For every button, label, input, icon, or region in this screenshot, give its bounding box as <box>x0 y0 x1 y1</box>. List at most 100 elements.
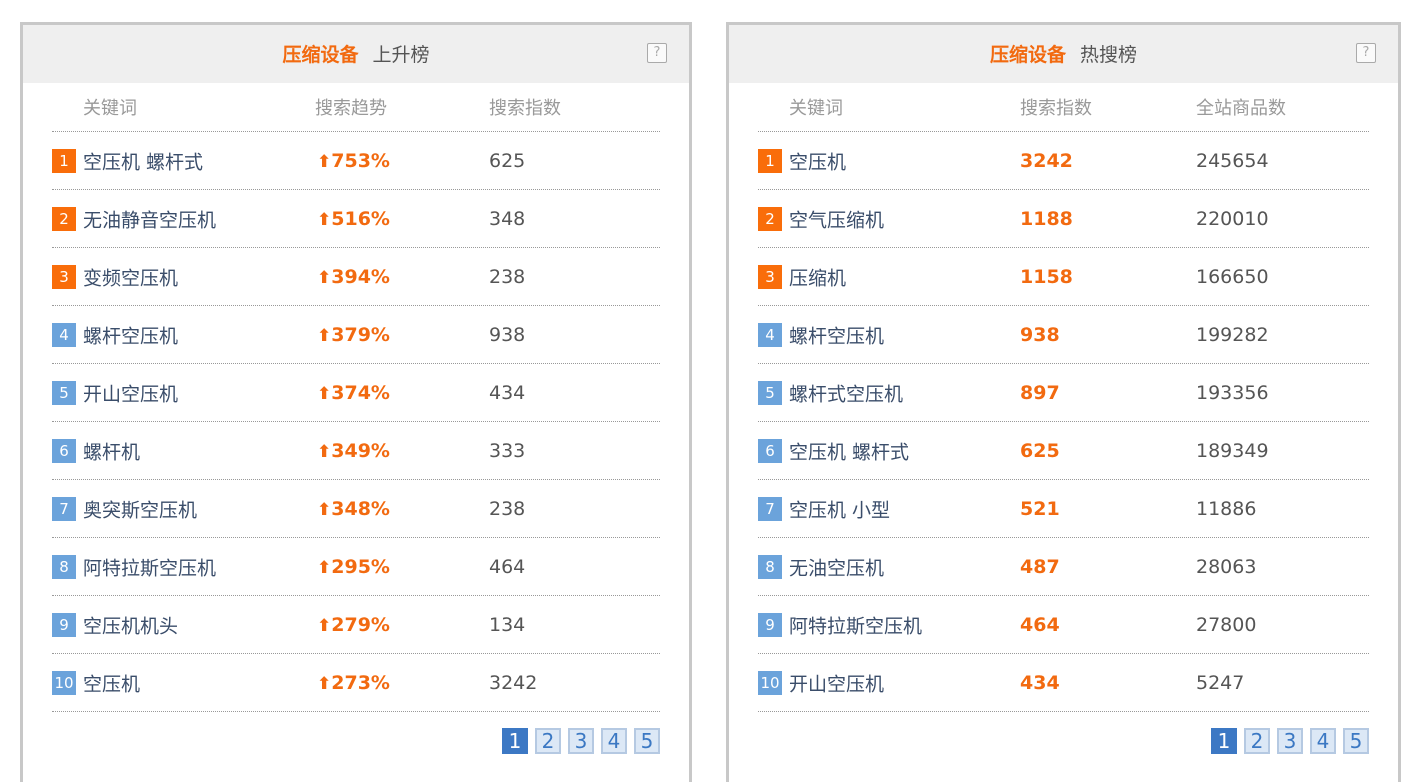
table-row: 6 空压机 螺杆式 625 189349 <box>758 422 1369 480</box>
table-row: 10 开山空压机 434 5247 <box>758 654 1369 712</box>
col-index: 搜索指数 <box>1020 98 1092 119</box>
arrow-up-icon: ⬆ <box>317 673 332 694</box>
table-row: 10 空压机 ⬆273% 3242 <box>52 654 660 712</box>
page-button-5[interactable]: 5 <box>634 728 660 754</box>
keyword-link[interactable]: 空压机 螺杆式 <box>789 441 910 463</box>
trend-value: ⬆753% <box>317 149 390 172</box>
trend-value: ⬆273% <box>317 671 390 694</box>
search-index: 625 <box>1020 439 1060 462</box>
keyword-link[interactable]: 阿特拉斯空压机 <box>83 557 217 579</box>
product-count: 166650 <box>1196 265 1269 288</box>
keyword-link[interactable]: 空压机 小型 <box>789 499 891 521</box>
table-row: 3 压缩机 1158 166650 <box>758 248 1369 306</box>
search-index: 434 <box>489 381 526 404</box>
page-button-4[interactable]: 4 <box>601 728 627 754</box>
product-count: 245654 <box>1196 149 1269 172</box>
product-count: 193356 <box>1196 381 1269 404</box>
keyword-link[interactable]: 开山空压机 <box>789 673 885 695</box>
page-button-2[interactable]: 2 <box>535 728 561 754</box>
rank-badge: 5 <box>758 380 782 405</box>
page-button-3[interactable]: 3 <box>1277 728 1303 754</box>
page-button-4[interactable]: 4 <box>1310 728 1336 754</box>
search-index: 3242 <box>1020 149 1073 172</box>
page-button-1[interactable]: 1 <box>502 728 528 754</box>
search-index: 625 <box>489 149 526 172</box>
product-count: 199282 <box>1196 323 1269 346</box>
keyword-link[interactable]: 空气压缩机 <box>789 209 885 231</box>
table-row: 4 螺杆空压机 938 199282 <box>758 306 1369 364</box>
table-row: 5 开山空压机 ⬆374% 434 <box>52 364 660 422</box>
page-button-2[interactable]: 2 <box>1244 728 1270 754</box>
rank-badge: 5 <box>52 380 76 405</box>
trend-value: ⬆394% <box>317 265 390 288</box>
search-index: 897 <box>1020 381 1060 404</box>
keyword-link[interactable]: 压缩机 <box>789 267 847 289</box>
table-row: 8 阿特拉斯空压机 ⬆295% 464 <box>52 538 660 596</box>
rank-badge: 1 <box>52 148 76 173</box>
keyword-link[interactable]: 螺杆空压机 <box>789 325 885 347</box>
rank-badge: 4 <box>758 322 782 347</box>
table-row: 7 空压机 小型 521 11886 <box>758 480 1369 538</box>
arrow-up-icon: ⬆ <box>317 383 332 404</box>
rank-badge: 3 <box>52 264 76 289</box>
rank-badge: 4 <box>52 322 76 347</box>
arrow-up-icon: ⬆ <box>317 499 332 520</box>
hot-category: 压缩设备 <box>989 44 1066 66</box>
page-button-3[interactable]: 3 <box>568 728 594 754</box>
keyword-link[interactable]: 奥突斯空压机 <box>83 499 198 521</box>
trend-value: ⬆349% <box>317 439 390 462</box>
rank-badge: 9 <box>52 612 76 637</box>
keyword-link[interactable]: 空压机 螺杆式 <box>83 151 204 173</box>
search-index: 938 <box>489 323 526 346</box>
keyword-link[interactable]: 空压机机头 <box>83 615 179 637</box>
table-row: 5 螺杆式空压机 897 193356 <box>758 364 1369 422</box>
trend-value: ⬆516% <box>317 207 390 230</box>
search-index: 348 <box>489 207 526 230</box>
table-row: 1 空压机 螺杆式 ⬆753% 625 <box>52 132 660 190</box>
search-index: 434 <box>1020 671 1060 694</box>
col-count: 全站商品数 <box>1196 98 1286 119</box>
rank-badge: 2 <box>758 206 782 231</box>
help-icon[interactable]: ? <box>1356 43 1376 63</box>
keyword-link[interactable]: 螺杆式空压机 <box>789 383 904 405</box>
table-row: 4 螺杆空压机 ⬆379% 938 <box>52 306 660 364</box>
rank-badge: 6 <box>52 438 76 463</box>
keyword-link[interactable]: 变频空压机 <box>83 267 179 289</box>
search-index: 3242 <box>489 671 538 694</box>
trend-value: ⬆279% <box>317 613 390 636</box>
rank-badge: 10 <box>758 670 782 695</box>
table-row: 9 阿特拉斯空压机 464 27800 <box>758 596 1369 654</box>
keyword-link[interactable]: 螺杆机 <box>83 441 141 463</box>
rank-badge: 9 <box>758 612 782 637</box>
trend-value: ⬆295% <box>317 555 390 578</box>
search-index: 238 <box>489 265 526 288</box>
keyword-link[interactable]: 空压机 <box>789 151 847 173</box>
table-row: 6 螺杆机 ⬆349% 333 <box>52 422 660 480</box>
rank-badge: 2 <box>52 206 76 231</box>
keyword-link[interactable]: 螺杆空压机 <box>83 325 179 347</box>
rising-columns: 关键词 搜索趋势 搜索指数 <box>52 83 660 132</box>
arrow-up-icon: ⬆ <box>317 615 332 636</box>
search-index: 464 <box>1020 613 1060 636</box>
search-index: 238 <box>489 497 526 520</box>
rank-badge: 6 <box>758 438 782 463</box>
keyword-link[interactable]: 开山空压机 <box>83 383 179 405</box>
page-button-1[interactable]: 1 <box>1211 728 1237 754</box>
product-count: 28063 <box>1196 555 1257 578</box>
keyword-link[interactable]: 无油静音空压机 <box>83 209 217 231</box>
search-index: 333 <box>489 439 526 462</box>
keyword-link[interactable]: 空压机 <box>83 673 141 695</box>
arrow-up-icon: ⬆ <box>317 267 332 288</box>
search-index: 464 <box>489 555 526 578</box>
page-button-5[interactable]: 5 <box>1343 728 1369 754</box>
help-icon[interactable]: ? <box>647 43 667 63</box>
keyword-link[interactable]: 阿特拉斯空压机 <box>789 615 923 637</box>
product-count: 189349 <box>1196 439 1269 462</box>
rank-badge: 3 <box>758 264 782 289</box>
arrow-up-icon: ⬆ <box>317 557 332 578</box>
trend-value: ⬆379% <box>317 323 390 346</box>
col-trend: 搜索趋势 <box>315 98 387 119</box>
keyword-link[interactable]: 无油空压机 <box>789 557 885 579</box>
